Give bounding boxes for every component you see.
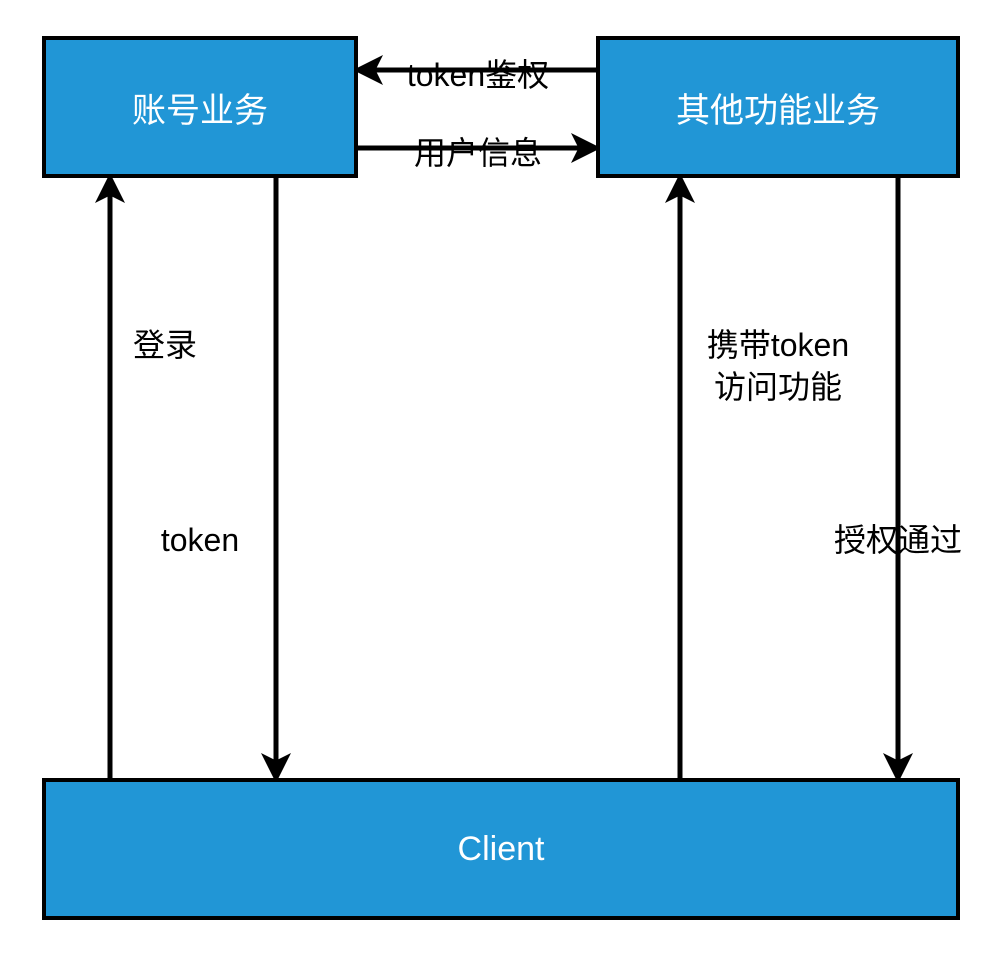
auth-flow-diagram: 账号业务 其他功能业务 Client token鉴权用户信息登录 token 携带tok… (0, 0, 1003, 961)
edge-label-user-info: 用户信息 (328, 133, 628, 175)
node-label: 账号业务 (132, 83, 268, 132)
node-label: 其他功能业务 (676, 83, 880, 132)
node-other: 其他功能业务 (596, 36, 960, 178)
edge-label-login: 登录 (15, 325, 315, 367)
edge-label-carry: 携带token 访问功能 (628, 325, 928, 408)
edge-label-token: token (50, 520, 350, 562)
node-client: Client (42, 778, 960, 920)
node-account: 账号业务 (42, 36, 358, 178)
edge-label-token-auth: token鉴权 (328, 55, 628, 97)
edge-label-authorized: 授权通过 (748, 520, 1003, 562)
node-label: Client (458, 830, 545, 869)
